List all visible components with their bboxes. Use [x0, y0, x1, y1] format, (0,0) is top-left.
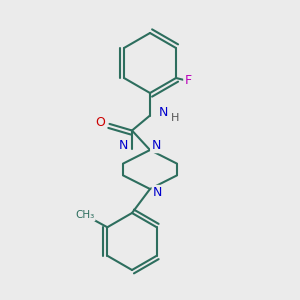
- Text: N: N: [159, 106, 168, 119]
- Text: N: N: [118, 139, 128, 152]
- Text: O: O: [96, 116, 105, 129]
- Text: N: N: [153, 186, 162, 199]
- Text: CH₃: CH₃: [75, 210, 94, 220]
- Text: F: F: [184, 74, 191, 88]
- Text: H: H: [171, 113, 179, 123]
- Text: N: N: [151, 139, 161, 152]
